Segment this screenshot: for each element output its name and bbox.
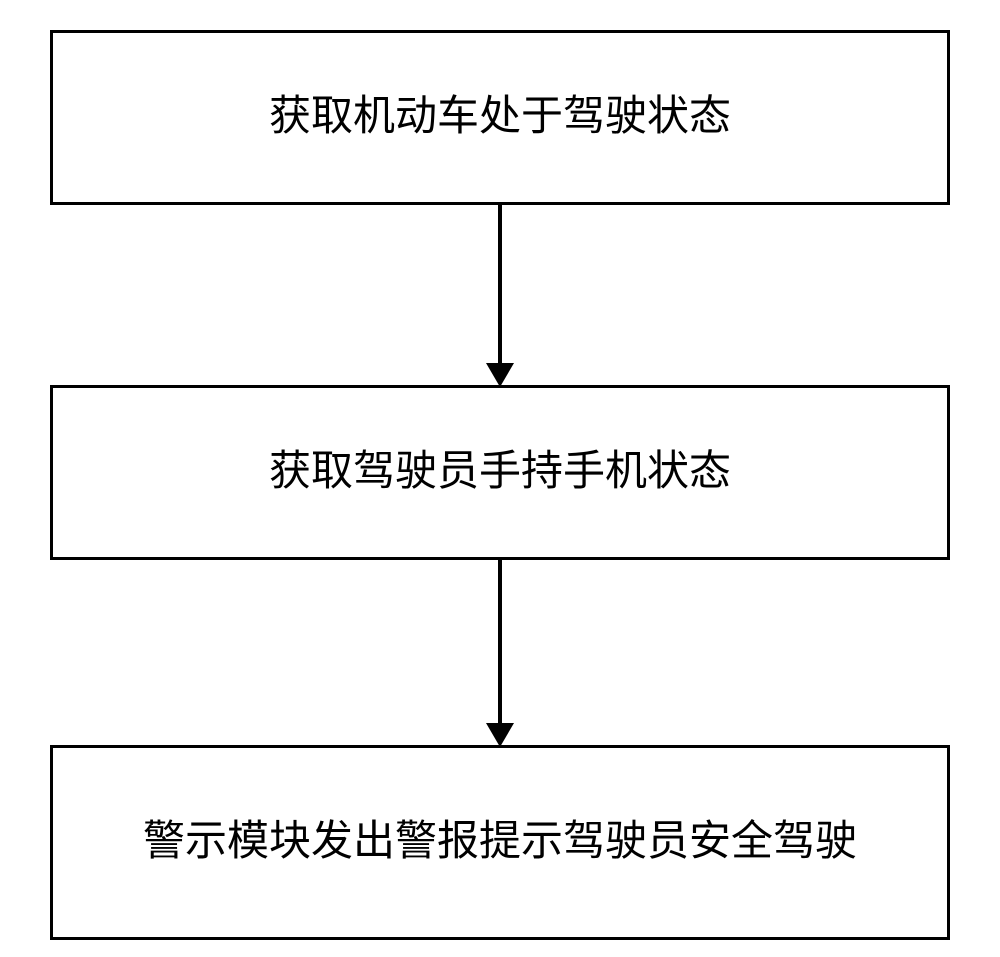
flowchart-container: 获取机动车处于驾驶状态 获取驾驶员手持手机状态 警示模块发出警报提示驾驶员安全驾…: [50, 30, 950, 940]
arrow-1-line: [498, 205, 502, 365]
flowchart-arrow-2: [50, 560, 950, 745]
arrow-2-head: [486, 723, 514, 747]
node-3-label: 警示模块发出警报提示驾驶员安全驾驶: [143, 817, 857, 867]
flowchart-node-1: 获取机动车处于驾驶状态: [50, 30, 950, 205]
flowchart-arrow-1: [50, 205, 950, 385]
node-2-label: 获取驾驶员手持手机状态: [269, 447, 731, 497]
flowchart-node-2: 获取驾驶员手持手机状态: [50, 385, 950, 560]
arrow-2-line: [498, 560, 502, 725]
arrow-1-head: [486, 363, 514, 387]
node-1-label: 获取机动车处于驾驶状态: [269, 92, 731, 142]
flowchart-node-3: 警示模块发出警报提示驾驶员安全驾驶: [50, 745, 950, 940]
